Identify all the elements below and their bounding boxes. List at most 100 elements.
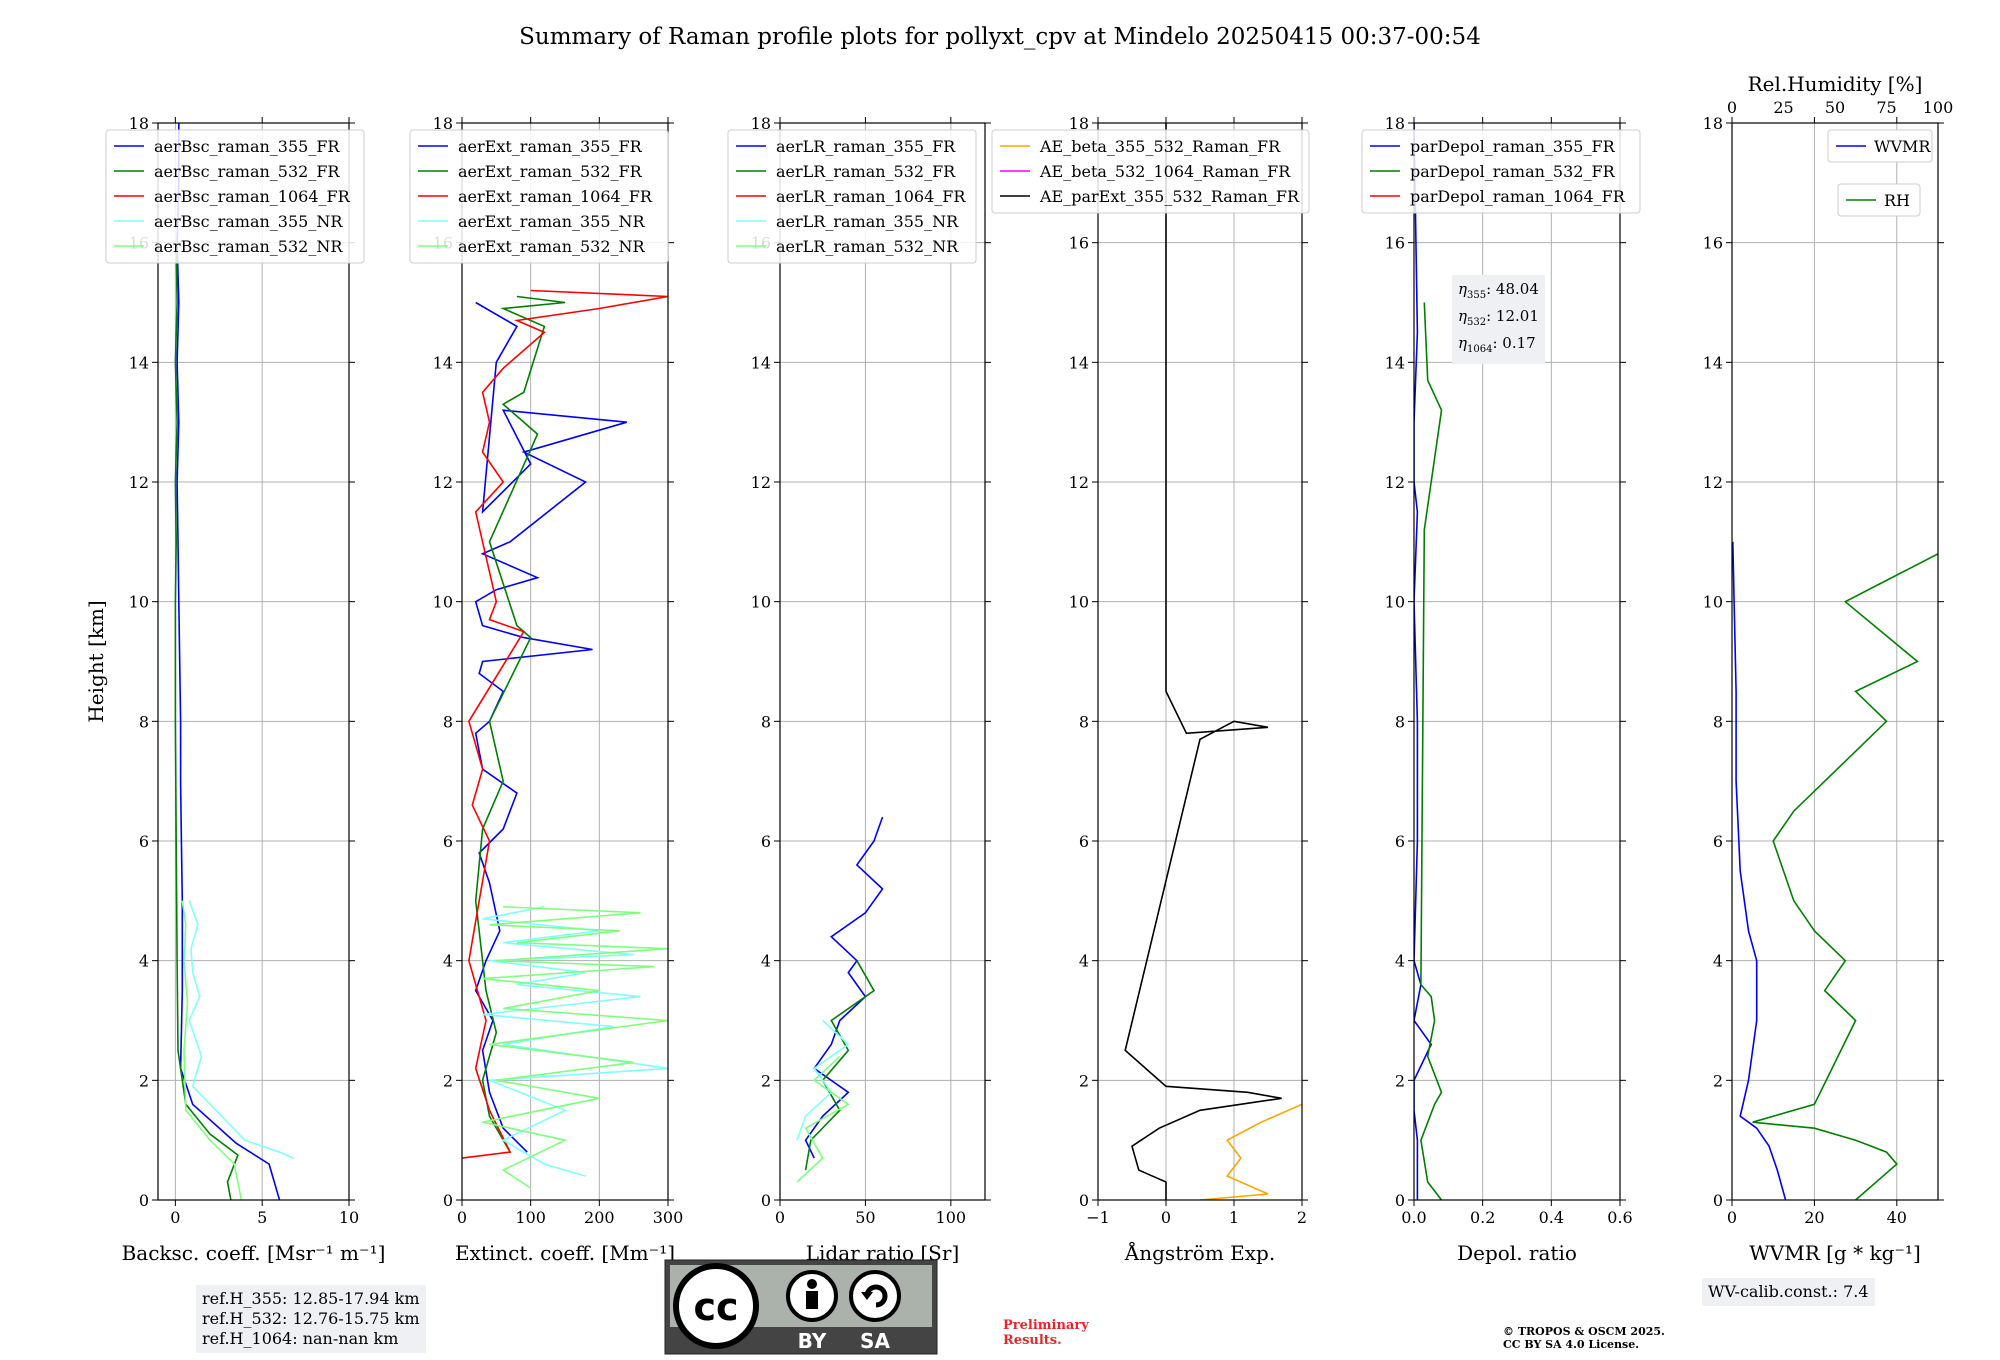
eta-1064-row: η1064: 0.17 [1458,334,1536,355]
series-line-aerLR_raman_355_NR [796,1019,850,1141]
legend-frame [1837,183,1921,217]
legend-label: aerBsc_raman_532_NR [154,237,343,256]
series-group [796,816,884,1183]
y-tick-label: 6 [443,832,453,851]
legend-label: aerBsc_raman_1064_FR [154,187,351,206]
copyright-line-1: © TROPOS & OSCM 2025. [1503,1325,1665,1338]
ref-height-1064: ref.H_1064: nan-nan km [202,1329,399,1348]
x-tick-label: 100 [515,1208,546,1227]
ref-height-532: ref.H_532: 12.76-15.75 km [202,1309,420,1328]
legend-label: aerExt_raman_532_FR [458,162,643,181]
y-tick-label: 14 [1069,353,1089,372]
panel-6: 0 20 40 0 2 4 6 8 10 12 14 16 18 WVMR [g * kg⁻¹] 0 25 50… [1703,72,1954,1265]
y-tick-label: 10 [129,593,149,612]
axes-frame [1731,122,1939,1201]
x-tick-label: 0 [1161,1208,1171,1227]
series-line-parDepol_raman_532_FR [1420,302,1443,1200]
legend-label: aerLR_raman_532_FR [776,162,956,181]
x-tick-label: 0.4 [1539,1208,1564,1227]
y-tick-label: 0 [1395,1191,1405,1210]
y-tick-label: 10 [433,593,453,612]
legend-frame [727,129,977,264]
series-line-parDepol_raman_355_FR [1414,123,1433,1200]
legend-label: aerLR_raman_1064_FR [776,187,966,206]
y-tick-label: 12 [1385,473,1405,492]
y-tick-label: 12 [1069,473,1089,492]
x2-tick-label: 25 [1773,98,1793,117]
x-tick-label: 200 [584,1208,615,1227]
x2-tick-label: 75 [1876,98,1896,117]
x-axis-label: Ångström Exp. [1124,1240,1275,1265]
x-tick-label: 2 [1297,1208,1307,1227]
y-tick-label: 10 [751,593,771,612]
series-line-aerBsc_raman_532_FR [174,242,239,1200]
series-line-AE_beta_355_532_Raman_FR [1199,1103,1302,1200]
x-axis-label: Backsc. coeff. [Msr⁻¹ m⁻¹] [122,1241,386,1265]
legend: parDepol_raman_355_FR parDepol_raman_532_… [1361,129,1641,214]
y-axis-label: Height [km] [84,600,108,722]
y-tick-label: 18 [433,114,453,133]
y-tick-label: 4 [1713,952,1723,971]
y-tick-label: 16 [1069,234,1089,253]
y-tick-label: 8 [1079,712,1089,731]
x-tick-label: 1 [1229,1208,1239,1227]
series-line-aerExt_raman_532_FR [474,295,566,1153]
series-line-AE_parExt_355_532_Raman_FR [1124,123,1282,1200]
y-tick-label: 18 [751,114,771,133]
y-tick-label: 0 [139,1191,149,1210]
legend-label: AE_parExt_355_532_Raman_FR [1039,187,1300,206]
axes-frame [1413,122,1621,1201]
y-tick-label: 2 [1713,1071,1723,1090]
eta-532-value: 12.01 [1495,307,1539,325]
series-line-aerBsc_raman_355_NR [188,900,294,1159]
y-tick-label: 6 [1395,832,1405,851]
preliminary-line-2: Results. [1003,1333,1062,1348]
y-tick-label: 12 [129,473,149,492]
x-axis-label: Depol. ratio [1457,1241,1577,1265]
x2-axis-label: Rel.Humidity [%] [1748,72,1923,96]
legend-rh: RH [1837,183,1921,217]
cc-sa-label: SA [860,1329,890,1353]
x-tick-label: 0 [775,1208,785,1227]
eta-box: η355: 48.04 η532: 12.01 η1064: 0.17 [1452,275,1545,364]
legend-label: parDepol_raman_1064_FR [1410,187,1626,206]
panel-2: 0100200300024681012141618Extinct. coeff.… [409,114,684,1265]
ref-height-355: ref.H_355: 12.85-17.94 km [202,1289,420,1308]
x-tick-label: 10 [339,1208,359,1227]
x-tick-label: 0 [170,1208,180,1227]
series-line-aerLR_raman_532_FR [804,960,876,1171]
x2-tick-label: 50 [1825,98,1845,117]
eta-1064-value: 0.17 [1502,334,1536,352]
y-tick-label: 8 [443,712,453,731]
series-line-aerLR_raman_532_NR [796,1055,850,1183]
legend: aerLR_raman_355_FR aerLR_raman_532_FR aerL… [727,129,977,264]
cc-circle-icon [673,1263,759,1349]
copyright-note: © TROPOS & OSCM 2025. CC BY SA 4.0 Licen… [1503,1325,1665,1351]
y-tick-label: 10 [1069,593,1089,612]
y-tick-label: 6 [1079,832,1089,851]
y-tick-label: 14 [1703,353,1723,372]
figure-title: Summary of Raman profile plots for polly… [519,24,1481,50]
series-line-aerBsc_raman_532_NR [181,900,243,1200]
x-tick-label: 0 [457,1208,467,1227]
legend: aerExt_raman_355_FR aerExt_raman_532_FRae… [409,129,669,264]
legend-label: AE_beta_532_1064_Raman_FR [1039,162,1291,181]
y-tick-label: 2 [1079,1071,1089,1090]
y-tick-label: 10 [1703,593,1723,612]
series-line-aerExt_raman_355_NR [482,906,668,1177]
y-tick-label: 4 [1395,952,1405,971]
x-tick-label: 100 [936,1208,967,1227]
series-line-aerExt_raman_1064_FR [462,289,668,1159]
legend: AE_beta_355_532_Raman_FR AE_beta_532_1064… [991,129,1310,214]
wv-calib-box: WV-calib.const.: 7.4 [1702,1278,1875,1306]
axes-frame [157,122,350,1201]
y-tick-label: 6 [139,832,149,851]
eta-355-value: 48.04 [1495,280,1539,298]
legend-label: parDepol_raman_532_FR [1410,162,1616,181]
preliminary-line-1: Preliminary [1003,1318,1089,1333]
series-line-aerBsc_raman_355_FR [176,123,281,1200]
x-tick-label: 300 [653,1208,684,1227]
legend-label: aerExt_raman_355_FR [458,137,643,156]
panel-3: 050100024681012141618Lidar ratio [Sr]aer… [727,114,991,1265]
